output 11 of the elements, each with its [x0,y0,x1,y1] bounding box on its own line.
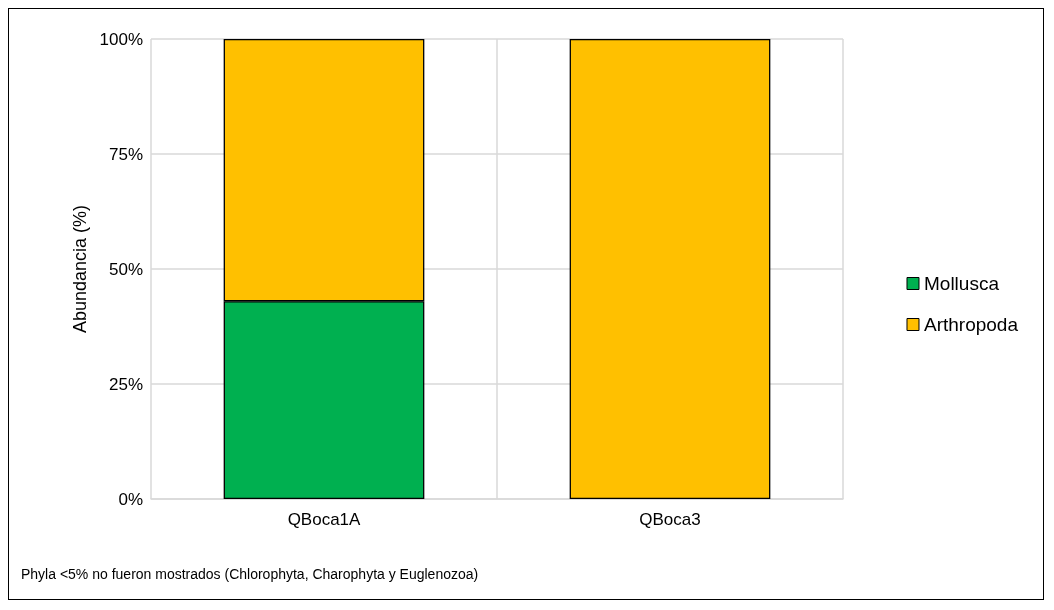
y-axis-title: Abundancia (%) [69,204,90,334]
y-tick-label: 75% [108,144,143,164]
legend-label: Mollusca [923,273,1000,294]
text: Phyla <5% no fueron mostrados (Chlorophyta, Charophyta y Euglenozoa) [21,566,479,582]
y-tick-label: 25% [108,374,143,394]
y-tick-label: 100% [99,29,143,49]
x-tick-label: QBoca1A [287,510,362,529]
x-tick-label: QBoca3 [639,510,701,529]
y-tick-label: 50% [108,259,143,279]
legend-label: Arthropoda [923,314,1019,335]
y-tick-label: 0% [118,489,143,509]
